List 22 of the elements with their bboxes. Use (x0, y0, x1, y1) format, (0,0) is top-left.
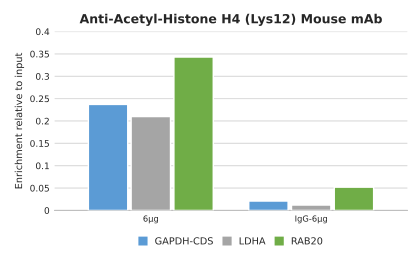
y-tick-label: 0.25 (30, 95, 49, 102)
y-tick-label: 0.35 (30, 50, 49, 58)
y-tick-label: 0.2 (36, 118, 49, 125)
y-tick-label: 0.15 (30, 140, 49, 147)
legend-label: GAPDH-CDS (155, 237, 213, 245)
bar (290, 204, 332, 210)
y-tick-label: 0.1 (36, 162, 49, 170)
y-tick-label: 0.3 (36, 73, 50, 80)
x-tick-label: IgG-6μg (295, 215, 327, 224)
y-tick-label: 0.05 (30, 184, 49, 192)
y-axis-title: Enrichment relative to input (14, 52, 24, 188)
chart-title: Anti-Acetyl-Histone H4 (Lys12) Mouse mAb (80, 14, 382, 26)
y-tick-label: 0.4 (36, 28, 50, 36)
legend-label: RAB20 (292, 237, 322, 245)
legend-label: LDHA (240, 237, 266, 244)
bar (334, 186, 374, 210)
bar (130, 116, 172, 210)
bar (173, 56, 214, 210)
y-tick-label: 0 (44, 207, 50, 214)
x-tick-label: 6μg (143, 215, 158, 224)
bar (88, 104, 128, 210)
bar (248, 200, 289, 210)
